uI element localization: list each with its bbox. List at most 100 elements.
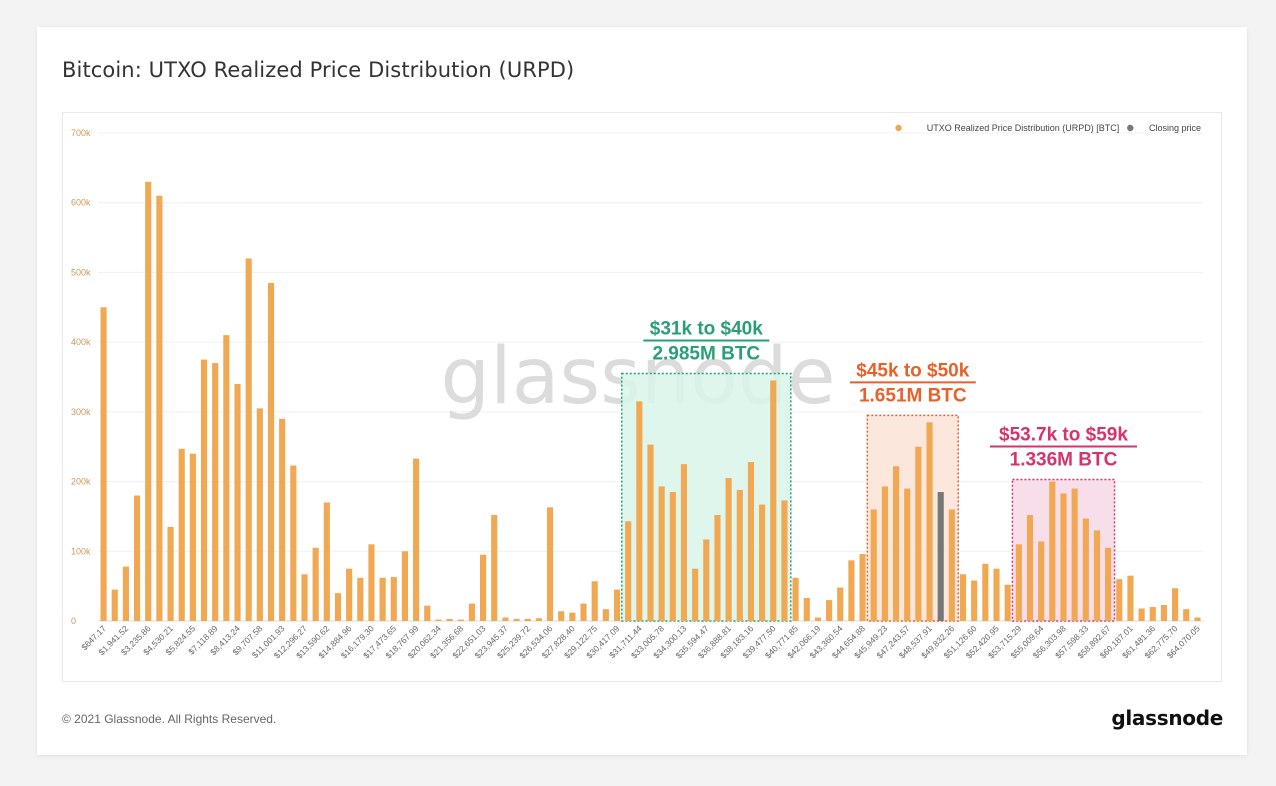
urpd-bar — [837, 587, 844, 621]
urpd-bar — [658, 486, 665, 621]
urpd-bar — [334, 593, 342, 621]
y-tick-label: 300k — [71, 407, 91, 417]
copyright-text: © 2021 Glassnode. All Rights Reserved. — [62, 712, 277, 726]
urpd-bar — [636, 401, 643, 621]
urpd-bar — [546, 507, 554, 621]
urpd-bar — [212, 363, 219, 621]
urpd-bar — [413, 458, 420, 621]
urpd-bar — [747, 462, 755, 621]
urpd-bar — [290, 465, 297, 621]
urpd-bar — [736, 489, 743, 621]
urpd-bar — [781, 500, 788, 621]
urpd-bar — [625, 521, 632, 621]
urpd-bar — [993, 568, 1000, 621]
urpd-bar — [1183, 609, 1190, 621]
urpd-bar — [457, 619, 464, 621]
y-tick-label: 600k — [71, 198, 91, 208]
urpd-bar — [1082, 518, 1089, 621]
urpd-bar — [200, 359, 208, 621]
urpd-bar — [692, 568, 699, 621]
urpd-chart: 0100k200k300k400k500k600k700kglassnode$3… — [71, 123, 1203, 660]
urpd-bar — [1060, 493, 1067, 621]
annotation-btc-label: 2.985M BTC — [652, 344, 760, 365]
urpd-bar — [1004, 584, 1011, 621]
urpd-bar — [792, 577, 799, 621]
urpd-bar — [167, 526, 174, 621]
legend-dot-urpd — [895, 124, 902, 132]
urpd-bar — [156, 195, 163, 621]
annotation-box — [866, 414, 960, 622]
urpd-bar — [848, 560, 855, 621]
urpd-bar — [446, 618, 453, 621]
urpd-bar — [145, 181, 152, 622]
urpd-bar — [926, 422, 933, 621]
urpd-bar — [1116, 579, 1123, 621]
urpd-bar — [368, 544, 375, 621]
urpd-bar — [1149, 607, 1156, 621]
urpd-bar — [1138, 608, 1145, 621]
urpd-bar — [814, 617, 821, 621]
urpd-bar — [982, 563, 989, 621]
legend-dot-closing-price — [1127, 124, 1134, 132]
urpd-bar — [803, 597, 810, 621]
urpd-bar — [770, 380, 777, 621]
urpd-bar — [223, 335, 230, 621]
urpd-bar — [915, 446, 922, 621]
urpd-bar — [111, 589, 118, 621]
annotation-range-label: $53.7k to $59k — [999, 424, 1128, 445]
urpd-bar — [379, 577, 386, 621]
urpd-bar — [468, 603, 475, 621]
legend-label-closing-price: Closing price — [1149, 123, 1201, 133]
annotation-range-label: $45k to $50k — [856, 360, 969, 381]
annotation-btc-label: 1.336M BTC — [1010, 449, 1118, 470]
urpd-bar — [892, 466, 900, 621]
legend-label-urpd: UTXO Realized Price Distribution (URPD) … — [927, 123, 1120, 133]
urpd-bar — [558, 611, 565, 621]
y-tick-label: 400k — [71, 337, 91, 347]
annotation-range-label: $31k to $40k — [650, 319, 763, 340]
urpd-bar — [703, 539, 710, 621]
y-tick-label: 700k — [71, 128, 91, 138]
urpd-bar — [1105, 547, 1112, 621]
urpd-bar — [424, 605, 431, 621]
urpd-bar — [602, 609, 609, 621]
urpd-bar — [669, 492, 676, 621]
urpd-bar — [1026, 515, 1034, 621]
y-tick-label: 500k — [71, 267, 91, 277]
urpd-bar — [591, 581, 598, 621]
urpd-bar — [100, 307, 107, 621]
urpd-bar — [122, 566, 129, 621]
urpd-bar — [1015, 544, 1022, 621]
urpd-bar — [948, 509, 955, 621]
y-tick-label: 100k — [71, 546, 91, 556]
urpd-bar — [647, 444, 654, 621]
urpd-bar — [613, 589, 621, 621]
urpd-bar — [189, 453, 196, 621]
urpd-bar — [245, 258, 252, 621]
urpd-bar — [759, 504, 766, 621]
urpd-bar — [714, 515, 721, 621]
urpd-bar — [725, 478, 732, 621]
urpd-bar — [357, 577, 364, 621]
urpd-bar — [1049, 481, 1056, 621]
urpd-bar — [1194, 617, 1201, 621]
urpd-bar — [502, 617, 509, 621]
urpd-bar — [435, 619, 442, 621]
urpd-bar — [569, 612, 576, 621]
urpd-bar — [390, 577, 397, 621]
urpd-bar — [279, 418, 286, 621]
urpd-bar — [881, 486, 888, 621]
urpd-bar — [1093, 530, 1101, 621]
urpd-bar — [971, 580, 978, 621]
urpd-bar — [535, 618, 542, 621]
glassnode-logo[interactable]: glassnode — [1111, 706, 1223, 730]
urpd-bar — [480, 554, 487, 621]
urpd-bar — [178, 448, 185, 621]
annotation-btc-label: 1.651M BTC — [859, 385, 967, 406]
page-title: Bitcoin: UTXO Realized Price Distributio… — [62, 58, 575, 82]
urpd-bar — [301, 574, 308, 621]
closing-price-bar — [937, 492, 944, 621]
urpd-bar — [1038, 541, 1045, 621]
urpd-bar — [133, 495, 141, 621]
chart-container: 0100k200k300k400k500k600k700kglassnode$3… — [62, 112, 1222, 682]
